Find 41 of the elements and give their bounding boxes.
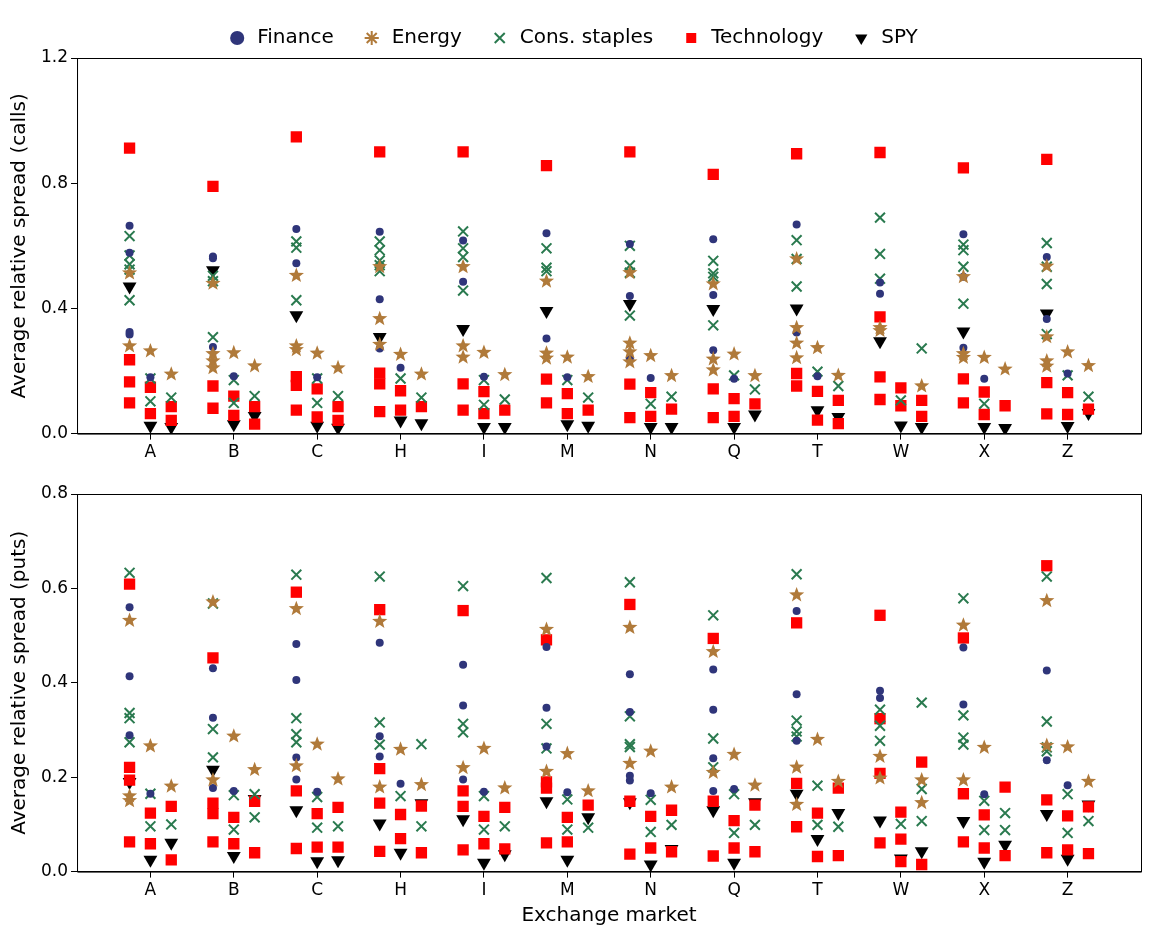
y-tick-label: 0.4: [40, 671, 69, 692]
y-tick-label: 0.2: [40, 765, 69, 786]
x-tick-label: W: [892, 441, 910, 462]
x-tick-label: Z: [1061, 441, 1074, 462]
y-tick-label: 0.6: [40, 576, 69, 597]
x-tick-label: C: [311, 879, 324, 900]
x-tick-label: W: [892, 879, 910, 900]
y-tick-label: 1.2: [40, 46, 69, 67]
x-tick-label: N: [644, 879, 658, 900]
y-tick-label: 0.0: [40, 422, 69, 443]
x-tick-label: H: [394, 441, 407, 462]
y-tick-label: 0.8: [40, 482, 69, 503]
legend-label: Cons. staples: [519, 24, 654, 49]
x-tick-label: B: [227, 441, 240, 462]
legend-label: Finance: [257, 24, 334, 49]
x-tick-label: A: [144, 879, 157, 900]
legend-label: Technology: [710, 24, 824, 49]
x-tick-label: M: [559, 879, 575, 900]
x-tick-label: N: [644, 441, 658, 462]
y-axis-title: Average relative spread (puts): [6, 530, 31, 835]
x-tick-label: X: [978, 441, 991, 462]
x-tick-label: H: [394, 879, 407, 900]
x-tick-label: Z: [1061, 879, 1074, 900]
x-tick-label: T: [811, 879, 824, 900]
x-tick-label: A: [144, 441, 157, 462]
legend-label: Energy: [391, 24, 462, 49]
x-tick-label: T: [811, 441, 824, 462]
y-tick-label: 0.4: [40, 296, 69, 317]
x-tick-label: Q: [727, 441, 741, 462]
x-tick-label: C: [311, 441, 324, 462]
y-tick-label: 0.0: [40, 860, 69, 881]
y-tick-label: 0.8: [40, 171, 69, 192]
x-tick-label: I: [481, 441, 487, 462]
x-tick-label: B: [227, 879, 240, 900]
legend-label: SPY: [881, 24, 919, 49]
x-tick-label: Q: [727, 879, 741, 900]
y-axis-title: Average relative spread (calls): [6, 93, 31, 399]
x-tick-label: M: [559, 441, 575, 462]
x-tick-label: I: [481, 879, 487, 900]
x-tick-label: X: [978, 879, 991, 900]
x-axis-title: Exchange market: [521, 902, 697, 927]
